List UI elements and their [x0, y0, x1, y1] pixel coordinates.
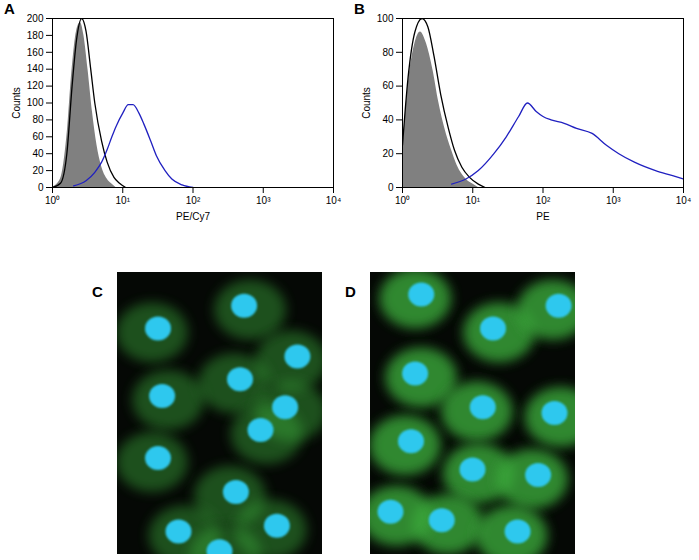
svg-text:10³: 10³: [606, 195, 621, 206]
svg-text:100: 100: [377, 13, 394, 24]
svg-text:PE/Cy7: PE/Cy7: [176, 211, 210, 222]
svg-text:10³: 10³: [256, 195, 271, 206]
svg-text:40: 40: [32, 148, 44, 159]
html-text:A: A: [4, 0, 15, 17]
svg-text:200: 200: [27, 13, 44, 24]
svg-text:0: 0: [388, 182, 394, 193]
svg-text:60: 60: [32, 131, 44, 142]
svg-text:80: 80: [32, 114, 44, 125]
svg-text:20: 20: [32, 165, 44, 176]
svg-text:60: 60: [382, 80, 394, 91]
svg-text:10⁴: 10⁴: [676, 195, 691, 206]
svg-text:Counts: Counts: [11, 87, 22, 119]
html-text:B: B: [354, 0, 365, 17]
svg-text:20: 20: [382, 148, 394, 159]
html-text:D: D: [345, 283, 356, 300]
svg-text:10¹: 10¹: [466, 195, 481, 206]
svg-text:120: 120: [27, 80, 44, 91]
svg-text:PE: PE: [536, 211, 550, 222]
svg-text:0: 0: [38, 182, 44, 193]
svg-text:80: 80: [382, 47, 394, 58]
svg-text:Counts: Counts: [361, 87, 372, 119]
svg-text:10¹: 10¹: [116, 195, 131, 206]
svg-text:10⁰: 10⁰: [45, 195, 60, 206]
svg-text:160: 160: [27, 47, 44, 58]
svg-text:40: 40: [382, 114, 394, 125]
svg-text:10²: 10²: [186, 195, 201, 206]
html-text:C: C: [92, 283, 103, 300]
svg-text:180: 180: [27, 30, 44, 41]
svg-text:10⁰: 10⁰: [395, 195, 410, 206]
svg-text:10²: 10²: [536, 195, 551, 206]
svg-text:100: 100: [27, 97, 44, 108]
svg-text:140: 140: [27, 63, 44, 74]
svg-text:10⁴: 10⁴: [326, 195, 341, 206]
